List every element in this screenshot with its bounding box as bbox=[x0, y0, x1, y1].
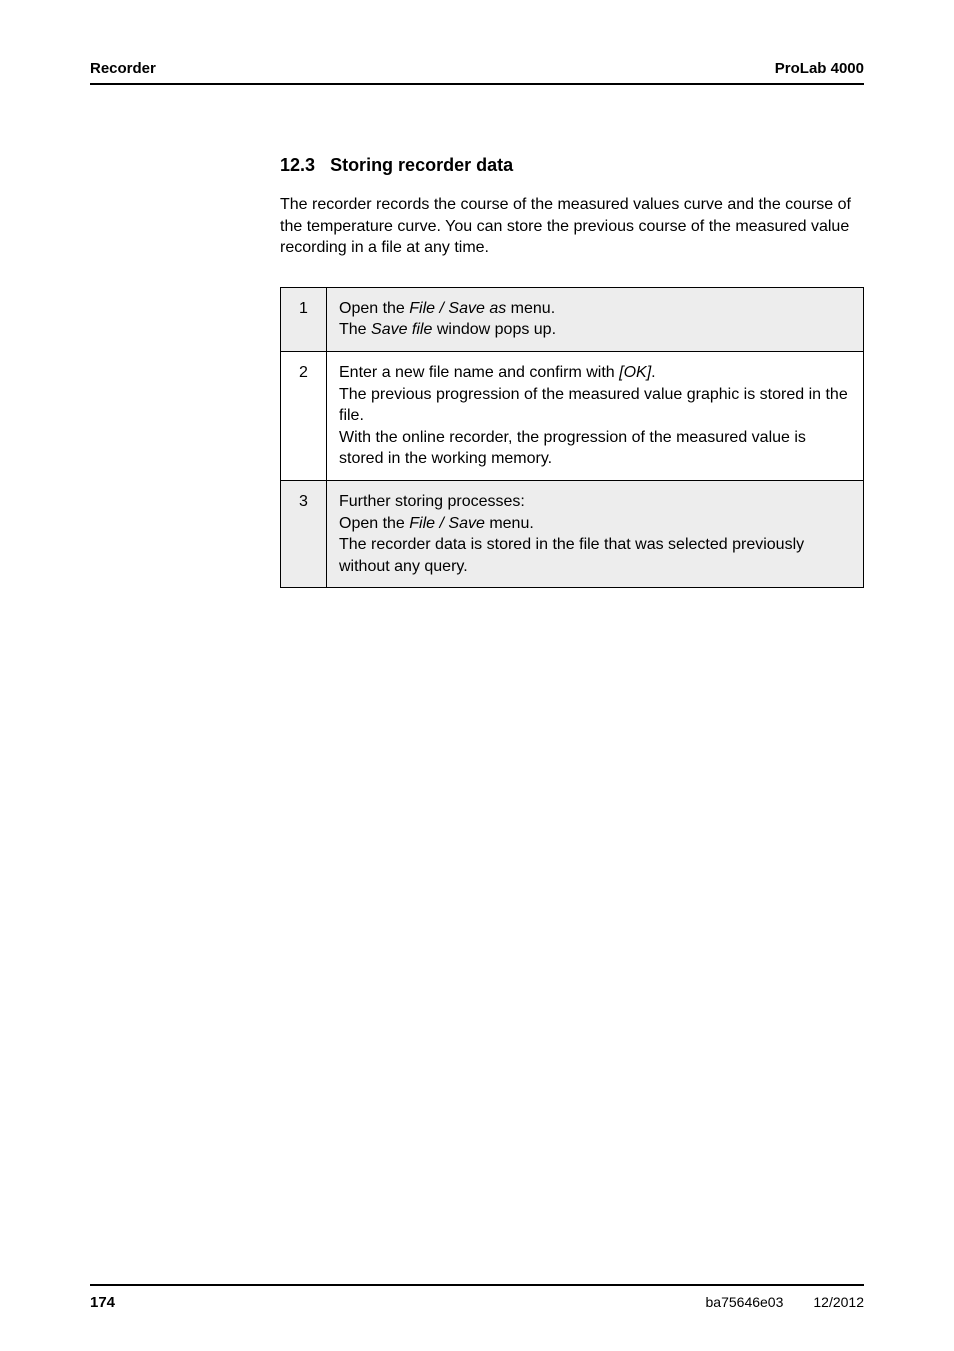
table-row: 1Open the File / Save as menu.The Save f… bbox=[281, 287, 864, 351]
header-rule bbox=[90, 83, 864, 85]
step-number: 1 bbox=[281, 287, 327, 351]
page-number: 174 bbox=[90, 1294, 115, 1311]
intro-paragraph: The recorder records the course of the m… bbox=[280, 194, 864, 259]
steps-table: 1Open the File / Save as menu.The Save f… bbox=[280, 287, 864, 589]
italic-text: Save file bbox=[371, 321, 432, 338]
header-left: Recorder bbox=[90, 60, 156, 77]
step-number: 3 bbox=[281, 480, 327, 587]
doc-date: 12/2012 bbox=[813, 1294, 864, 1311]
italic-text: [OK] bbox=[619, 364, 651, 381]
footer-rule bbox=[90, 1284, 864, 1286]
italic-text: File / Save as bbox=[409, 300, 506, 317]
header-right: ProLab 4000 bbox=[775, 60, 864, 77]
table-row: 2Enter a new file name and confirm with … bbox=[281, 351, 864, 480]
step-body: Enter a new file name and confirm with [… bbox=[327, 351, 864, 480]
page-footer: 174 ba75646e03 12/2012 bbox=[90, 1284, 864, 1311]
section-title: Storing recorder data bbox=[330, 155, 513, 175]
step-body: Further storing processes:Open the File … bbox=[327, 480, 864, 587]
section-heading: 12.3 Storing recorder data bbox=[280, 155, 864, 176]
table-row: 3Further storing processes:Open the File… bbox=[281, 480, 864, 587]
step-number: 2 bbox=[281, 351, 327, 480]
section-number: 12.3 bbox=[280, 155, 315, 175]
document-page: Recorder ProLab 4000 12.3 Storing record… bbox=[0, 0, 954, 1351]
main-content: 12.3 Storing recorder data The recorder … bbox=[280, 155, 864, 588]
step-body: Open the File / Save as menu.The Save fi… bbox=[327, 287, 864, 351]
italic-text: File / Save bbox=[409, 515, 485, 532]
page-header: Recorder ProLab 4000 bbox=[90, 60, 864, 83]
doc-id: ba75646e03 bbox=[706, 1294, 784, 1311]
doc-meta: ba75646e03 12/2012 bbox=[706, 1294, 864, 1311]
footer-row: 174 ba75646e03 12/2012 bbox=[90, 1294, 864, 1311]
